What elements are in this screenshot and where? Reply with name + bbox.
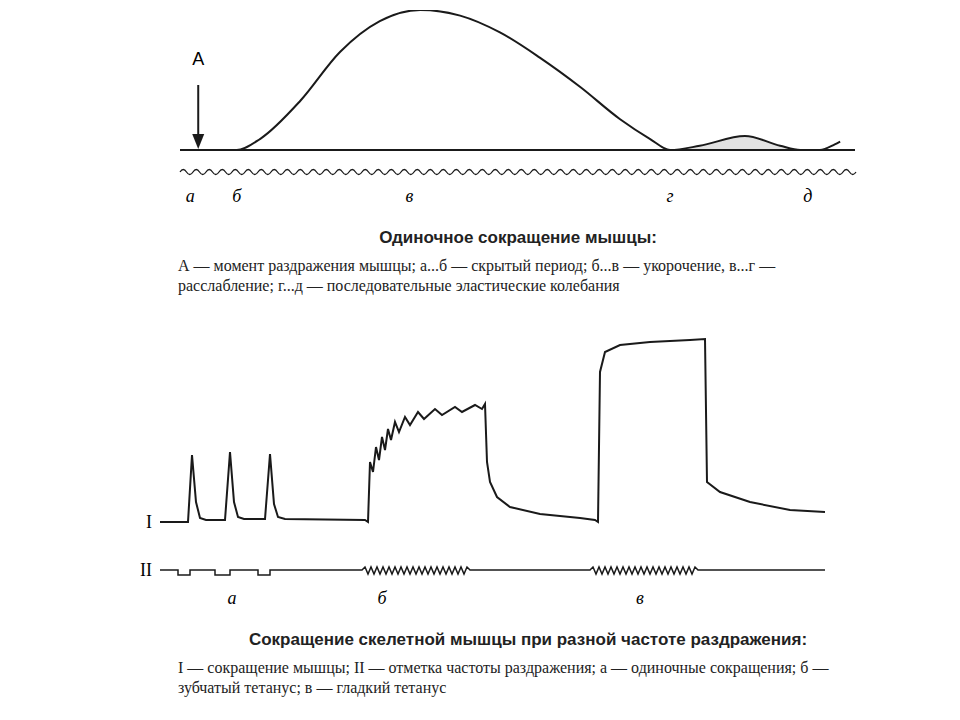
svg-text:д: д — [803, 186, 812, 206]
svg-text:А: А — [192, 49, 204, 69]
svg-text:б: б — [232, 186, 242, 206]
html-text:Сокращение скелетной мышцы при: Сокращение скелетной мышцы при разной ча… — [248, 630, 808, 649]
svg-text:в: в — [406, 186, 414, 206]
svg-text:а: а — [186, 186, 195, 206]
svg-text:г: г — [667, 186, 674, 206]
svg-text:б: б — [377, 588, 387, 608]
html-text:I — сокращение мышцы; II — отм: I — сокращение мышцы; II — отметка часто… — [178, 659, 829, 696]
html-text:А — момент раздражения мышцы;: А — момент раздражения мышцы; а...б — ск… — [178, 257, 776, 294]
svg-text:а: а — [228, 588, 237, 608]
svg-text:в: в — [636, 588, 644, 608]
svg-text:II: II — [140, 560, 152, 580]
html-text:Одиночное сокращение мышцы:: Одиночное сокращение мышцы: — [379, 228, 657, 247]
svg-text:I: I — [146, 512, 152, 532]
